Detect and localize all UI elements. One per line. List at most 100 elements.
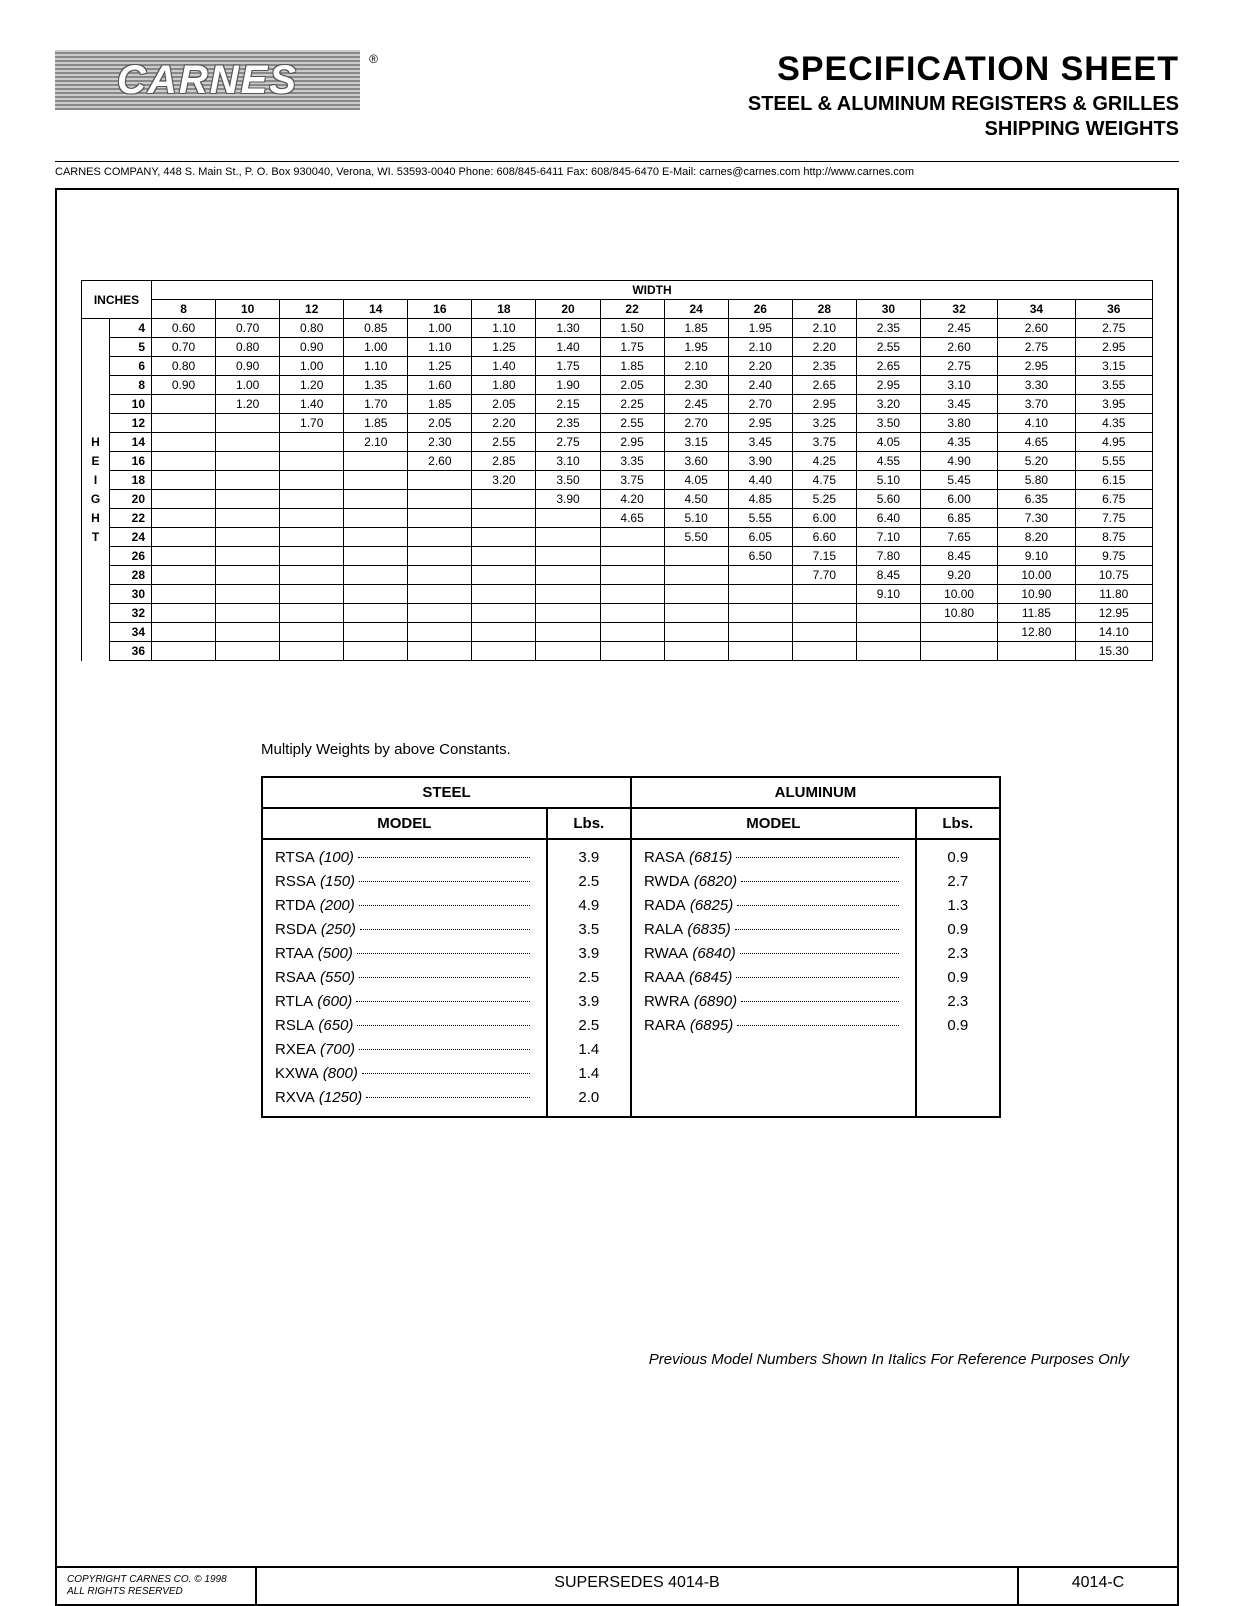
- cell: [536, 528, 600, 547]
- cell: [216, 642, 280, 661]
- cell: 4.85: [728, 490, 792, 509]
- cell: 0.70: [152, 338, 216, 357]
- cell: [216, 490, 280, 509]
- model-code: RTAA (500): [275, 942, 353, 966]
- lbs-header-steel: Lbs.: [547, 808, 631, 839]
- cell: 1.40: [472, 357, 536, 376]
- cell: 2.45: [920, 319, 997, 338]
- cell: [408, 547, 472, 566]
- dot-leader: [359, 881, 530, 882]
- height-label-cell: H: [82, 509, 110, 528]
- cell: [216, 566, 280, 585]
- cell: [600, 585, 664, 604]
- width-col-20: 20: [536, 300, 600, 319]
- cell: 9.20: [920, 566, 997, 585]
- cell: 3.75: [792, 433, 856, 452]
- cell: 8.20: [998, 528, 1075, 547]
- cell: [920, 642, 997, 661]
- cell: [792, 623, 856, 642]
- dot-leader: [358, 857, 530, 858]
- height-label-cell: [82, 376, 110, 395]
- cell: [408, 585, 472, 604]
- cell: [280, 623, 344, 642]
- cell: 2.95: [1075, 338, 1152, 357]
- cell: 2.10: [792, 319, 856, 338]
- cell: [998, 642, 1075, 661]
- cell: 5.80: [998, 471, 1075, 490]
- height-label-cell: [82, 414, 110, 433]
- cell: [600, 566, 664, 585]
- height-label-cell: [82, 623, 110, 642]
- height-row-14: 14: [110, 433, 152, 452]
- cell: 5.60: [856, 490, 920, 509]
- cell: [408, 604, 472, 623]
- cell: 14.10: [1075, 623, 1152, 642]
- dot-leader: [741, 1001, 899, 1002]
- cell: 1.70: [344, 395, 408, 414]
- cell: [344, 547, 408, 566]
- model-line: RTLA (600): [275, 990, 534, 1014]
- cell: 2.25: [600, 395, 664, 414]
- cell: 3.15: [664, 433, 728, 452]
- cell: 6.35: [998, 490, 1075, 509]
- page: CARNES ® SPECIFICATION SHEET STEEL & ALU…: [0, 0, 1234, 1600]
- cell: 2.95: [792, 395, 856, 414]
- cell: 1.10: [408, 338, 472, 357]
- height-row-26: 26: [110, 547, 152, 566]
- model-lbs: 2.5: [560, 966, 618, 990]
- footer-doc-number: 4014-C: [1017, 1568, 1177, 1604]
- inches-label: INCHES: [82, 281, 152, 319]
- cell: 6.15: [1075, 471, 1152, 490]
- cell: [152, 490, 216, 509]
- cell: [344, 471, 408, 490]
- dot-leader: [736, 857, 898, 858]
- cell: [344, 490, 408, 509]
- model-line: KXWA (800): [275, 1062, 534, 1086]
- cell: 1.50: [600, 319, 664, 338]
- cell: 1.10: [472, 319, 536, 338]
- cell: [472, 604, 536, 623]
- cell: 11.80: [1075, 585, 1152, 604]
- model-code: RSLA (650): [275, 1014, 353, 1038]
- width-col-22: 22: [600, 300, 664, 319]
- model-table: STEEL ALUMINUM MODEL Lbs. MODEL Lbs. RTS…: [261, 776, 1001, 1118]
- cell: [280, 566, 344, 585]
- cell: [728, 623, 792, 642]
- cell: [344, 452, 408, 471]
- height-label-cell: E: [82, 452, 110, 471]
- cell: 4.75: [792, 471, 856, 490]
- cell: 1.20: [280, 376, 344, 395]
- cell: [600, 623, 664, 642]
- cell: 9.10: [856, 585, 920, 604]
- model-code: RTSA (100): [275, 846, 354, 870]
- cell: 0.80: [152, 357, 216, 376]
- width-col-8: 8: [152, 300, 216, 319]
- cell: 5.25: [792, 490, 856, 509]
- cell: 7.10: [856, 528, 920, 547]
- cell: [152, 585, 216, 604]
- model-lbs: 2.3: [929, 990, 987, 1014]
- cell: [472, 547, 536, 566]
- height-label-cell: [82, 357, 110, 376]
- cell: 7.30: [998, 509, 1075, 528]
- height-row-10: 10: [110, 395, 152, 414]
- model-lbs: 1.4: [560, 1038, 618, 1062]
- height-label-cell: H: [82, 433, 110, 452]
- cell: 3.25: [792, 414, 856, 433]
- model-code: RASA (6815): [644, 846, 732, 870]
- cell: [664, 566, 728, 585]
- cell: [408, 566, 472, 585]
- cell: 2.95: [728, 414, 792, 433]
- weights-table: INCHESWIDTH81012141618202224262830323436…: [81, 280, 1153, 661]
- cell: [600, 547, 664, 566]
- cell: 4.20: [600, 490, 664, 509]
- model-code: RSDA (250): [275, 918, 356, 942]
- model-line: RSSA (150): [275, 870, 534, 894]
- cell: 7.70: [792, 566, 856, 585]
- cell: 12.80: [998, 623, 1075, 642]
- cell: [920, 623, 997, 642]
- model-lbs: 3.9: [560, 942, 618, 966]
- contact-line: CARNES COMPANY, 448 S. Main St., P. O. B…: [55, 161, 1179, 178]
- steel-model-cell: RTSA (100)RSSA (150)RTDA (200)RSDA (250)…: [262, 839, 547, 1117]
- height-row-32: 32: [110, 604, 152, 623]
